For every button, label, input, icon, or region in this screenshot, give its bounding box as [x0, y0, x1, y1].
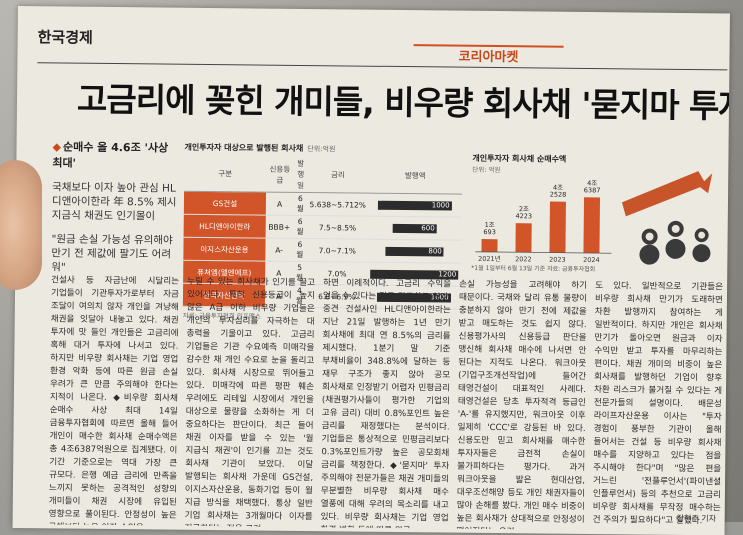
table-header: 금리: [307, 157, 369, 194]
chart-category-label: 2024: [583, 256, 600, 264]
table-row: HL디앤아이한라 BBB+ 6월 7.5~8.5% 600: [183, 214, 462, 241]
chart-value-label: 4조: [553, 184, 563, 192]
issue-date: 6월: [292, 238, 308, 262]
subhead-line: "원금 손실 가능성 유의해야 만기 전 제값에 팔기도 어려워": [51, 233, 173, 274]
body-column: 하면 이례적이다. 고금리 수익을 얻을 수 있다는 점도 강조하고 있다. 중…: [320, 278, 452, 528]
article-headline: 고금리에 꽂힌 개미들, 비우량 회사채 '묻지마 투자': [76, 79, 730, 126]
table-header: 구분: [184, 155, 267, 193]
chart-bar: [583, 197, 601, 254]
table-row: GS건설 A 6월 5.638~5.712% 1000: [183, 191, 463, 218]
issue-date: 6월: [293, 192, 308, 216]
chart-value-label: 6387: [584, 186, 601, 194]
interest-rate: 7.0~7.1%: [306, 238, 368, 263]
interest-rate: 5.638~5.712%: [307, 192, 369, 217]
table-caption: 개인투자자 대상으로 발행된 회사채 단위:억원: [184, 142, 336, 154]
amount-bar: 1000: [378, 200, 452, 211]
subhead-title: ◆ 순매수 올 4.6조 '사상 최대': [52, 140, 169, 170]
chart-bar: [515, 223, 532, 253]
subhead-line: 국채보다 이자 높아 관심 HL디앤아이한라 年 8.5% 제시 지금식 채권도…: [51, 181, 177, 223]
net-purchase-chart: 개인투자자 회사채 순매수액 단위: 억원 1조 693 2021년 2조 4223 20…: [471, 153, 620, 273]
amount-cell: 1000: [367, 193, 463, 218]
chart-bar: [481, 239, 498, 253]
issuer-name: GS건설: [183, 191, 267, 216]
issue-date: 6월: [292, 215, 308, 239]
amount-cell: 800: [367, 239, 462, 264]
thumb-holding-paper: [0, 160, 42, 290]
top-rule: [37, 62, 728, 71]
table-header: 발행액: [368, 157, 463, 195]
chart-value-label: 1조: [485, 221, 495, 229]
ant-faces: [645, 224, 706, 241]
triangle-icon: ◆: [52, 140, 62, 154]
credit-rating: BBB+: [265, 215, 294, 239]
ant-illustration: [621, 171, 713, 265]
body-column: 도 있다. 일반적으로 기관들은 비우량 회사채 만기가 도래하면 차환 발행까…: [592, 281, 724, 527]
chart-category-label: 2022: [515, 255, 532, 263]
interest-rate: 7.5~8.5%: [307, 215, 368, 240]
newspaper-page: 한국경제 코리아마켓 고금리에 꽂힌 개미들, 비우량 회사채 '묻지마 투자'…: [12, 6, 730, 535]
table-header: 신용등급: [266, 156, 294, 193]
masthead-brand: 한국경제: [37, 28, 93, 47]
chart-category-label: 2023: [549, 256, 566, 264]
body-column: 누릴 수 있는 회사채가 인기를 끌고 있어서다. 특히 신용등급이 높지 않은…: [184, 276, 316, 527]
amount-cell: 600: [367, 216, 462, 241]
credit-rating: A-: [265, 238, 293, 262]
table-header-row: 구분 신용등급 발행일 금리 발행액: [184, 155, 463, 195]
chart-axis: [475, 251, 612, 254]
body-column: 손실 가능성을 고려해야 하기 때문이다. 국채와 달리 유통 물량이 충분하지…: [456, 279, 588, 530]
chart-note: *1월 1일부터 6월 13일 기준 자료: 금융투자협회: [471, 264, 596, 274]
chart-value-label: 2조: [519, 205, 529, 213]
issuer-name: 이지스자산운용: [183, 237, 266, 262]
chart-value-label: 693: [483, 228, 496, 236]
chart-value-label: 4223: [516, 212, 533, 220]
body-column: 건설사 등 자금난에 시달리는 기업들이 기관투자가로부터 자금 조달이 여의치…: [48, 275, 180, 525]
subheads: ◆ 순매수 올 4.6조 '사상 최대' 국채보다 이자 높아 관심 HL디앤아이…: [51, 138, 179, 285]
chart-category-label: 2021년: [478, 254, 501, 263]
amount-bar: 600: [392, 223, 437, 234]
arrow-graphic: [621, 171, 713, 217]
byline: 장현주 기자: [676, 513, 717, 524]
issuer-name: HL디앤아이한라: [183, 214, 266, 239]
chart-bar: [549, 201, 566, 253]
article-body: 건설사 등 자금난에 시달리는 기업들이 기관투자가로부터 자금 조달이 여의치…: [48, 274, 724, 535]
chart-value-label: 4조: [587, 179, 597, 187]
chart-value-label: 2528: [550, 191, 567, 199]
amount-bar: 800: [385, 246, 444, 257]
table-header: 발행일: [293, 156, 309, 193]
credit-rating: A: [265, 192, 294, 216]
table-row: 이지스자산운용 A- 6월 7.0~7.1% 800: [183, 237, 462, 264]
